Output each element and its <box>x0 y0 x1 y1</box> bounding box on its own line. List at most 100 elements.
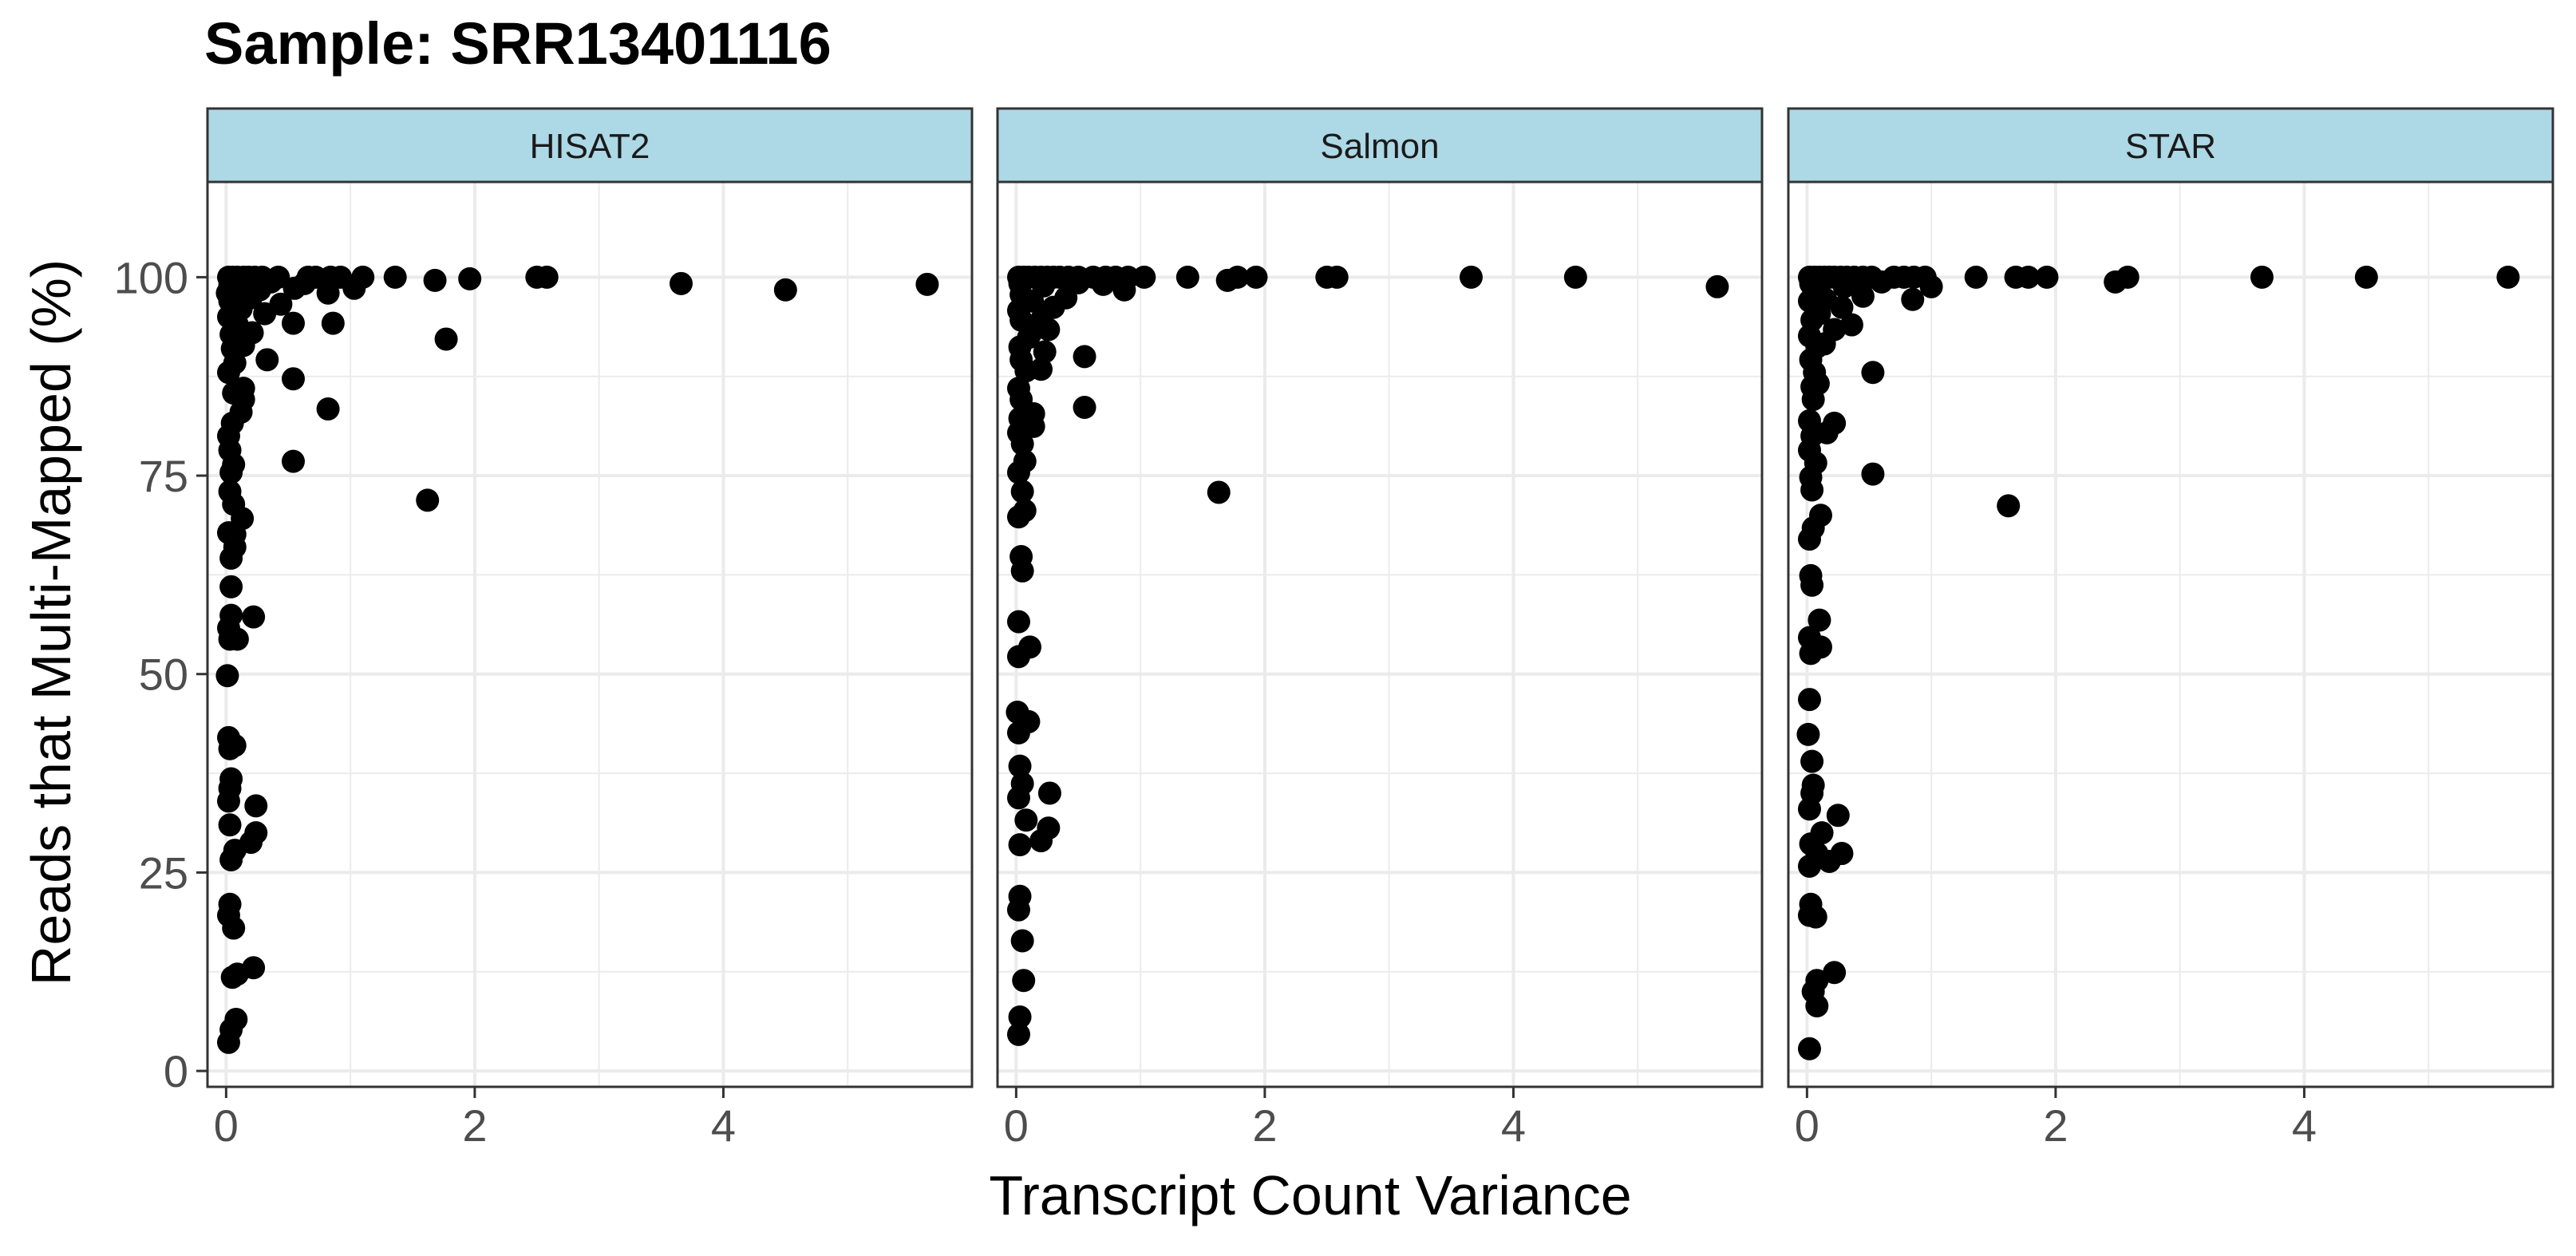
data-point <box>1010 480 1034 504</box>
data-point <box>1006 610 1030 634</box>
data-point <box>1800 749 1824 773</box>
x-axis-ticks: 0 2 4 <box>214 1087 736 1151</box>
data-point <box>1964 265 1988 289</box>
data-point <box>219 767 243 791</box>
x-tick-label: 4 <box>711 1100 736 1151</box>
y-axis-ticks: 0 25 50 75 100 <box>114 252 207 1096</box>
data-point <box>1008 754 1032 778</box>
data-point <box>1809 504 1833 527</box>
data-point <box>281 311 305 335</box>
data-point <box>1073 396 1096 420</box>
data-point <box>329 265 353 289</box>
facet-strip-label: HISAT2 <box>530 127 650 166</box>
data-point <box>915 272 939 296</box>
data-point <box>773 278 797 302</box>
data-point <box>1799 563 1823 587</box>
data-point <box>281 449 305 473</box>
data-point <box>1029 357 1053 381</box>
data-point <box>231 377 255 401</box>
panel-background <box>207 182 972 1087</box>
data-point <box>218 813 242 837</box>
data-point <box>1010 772 1034 796</box>
data-point <box>1859 265 1883 289</box>
y-axis-label: Reads that Multi-Mapped (%) <box>20 259 82 985</box>
x-tick-label: 2 <box>1252 1100 1277 1151</box>
data-point <box>1073 345 1096 369</box>
data-point <box>1116 265 1140 289</box>
y-tick-label: 100 <box>114 252 188 302</box>
data-point <box>219 603 243 627</box>
y-tick-label: 0 <box>164 1046 188 1096</box>
data-point <box>1325 265 1349 289</box>
data-point <box>1805 969 1829 993</box>
data-point <box>1010 929 1034 953</box>
data-point <box>1175 265 1199 289</box>
x-tick-label: 4 <box>1501 1100 1526 1151</box>
panel-grid <box>1788 182 2553 1087</box>
facet-panels: HISAT2 0 2 4 0 25 50 75 100 Salmon 0 2 4 STAR 0 2 4 <box>114 107 2554 1151</box>
data-point <box>1014 808 1038 832</box>
data-point <box>1839 313 1863 337</box>
facet-strip-label: STAR <box>2125 127 2216 166</box>
data-point <box>242 605 266 629</box>
facet-strip <box>1787 107 2554 184</box>
facet-strip <box>206 107 974 184</box>
data-point <box>1851 284 1875 308</box>
x-tick-label: 2 <box>462 1100 487 1151</box>
y-tick-label: 75 <box>139 451 188 501</box>
data-point <box>1226 265 1250 289</box>
data-point <box>1797 688 1821 712</box>
data-point <box>2017 265 2041 289</box>
data-point <box>244 821 268 845</box>
data-point <box>216 725 240 749</box>
data-point <box>244 794 268 818</box>
data-point <box>1830 842 1854 866</box>
data-point <box>255 348 279 372</box>
data-point <box>321 311 345 335</box>
data-point <box>224 1007 248 1031</box>
facet-strip-label: Salmon <box>1320 127 1439 166</box>
data-point <box>1013 499 1037 523</box>
data-point <box>218 480 242 504</box>
data-point <box>1705 275 1729 298</box>
data-point <box>1132 265 1156 289</box>
data-point <box>1006 700 1029 724</box>
data-point <box>1823 318 1847 342</box>
scatter-points <box>1006 265 1729 1046</box>
data-point <box>1797 626 1821 650</box>
data-point <box>458 267 482 290</box>
data-point <box>1797 409 1821 432</box>
scatter-points <box>1796 265 2520 1060</box>
facet-strip <box>996 107 1764 184</box>
data-point <box>281 367 305 391</box>
data-point <box>1823 411 1847 435</box>
data-point <box>1037 816 1061 840</box>
x-axis-label: Transcript Count Variance <box>989 1164 1631 1226</box>
data-point <box>219 575 243 598</box>
data-point <box>1012 969 1036 993</box>
data-point <box>1006 1022 1030 1046</box>
chart-title: Sample: SRR13401116 <box>204 10 832 77</box>
facet-panel-star: STAR 0 2 4 <box>1787 107 2554 1151</box>
data-point <box>251 265 275 289</box>
panel-grid <box>207 182 972 1087</box>
y-tick-label: 25 <box>139 847 188 898</box>
data-point <box>1861 361 1885 385</box>
facet-panel-hisat2: HISAT2 0 2 4 0 25 50 75 100 <box>114 107 974 1151</box>
data-point <box>1810 821 1834 845</box>
data-point <box>535 265 559 289</box>
data-point <box>1808 608 1831 632</box>
data-point <box>1801 773 1825 797</box>
x-axis-ticks: 0 2 4 <box>1004 1087 1526 1151</box>
data-point <box>1008 884 1032 908</box>
scatter-points <box>215 265 939 1054</box>
data-point <box>1033 340 1057 364</box>
data-point <box>1913 265 1937 289</box>
data-point <box>1009 545 1033 569</box>
data-point <box>1901 287 1925 311</box>
data-point <box>269 292 293 316</box>
data-point <box>1997 494 2021 518</box>
x-tick-label: 4 <box>2292 1100 2317 1151</box>
data-point <box>434 327 458 351</box>
data-point <box>1008 1005 1032 1029</box>
